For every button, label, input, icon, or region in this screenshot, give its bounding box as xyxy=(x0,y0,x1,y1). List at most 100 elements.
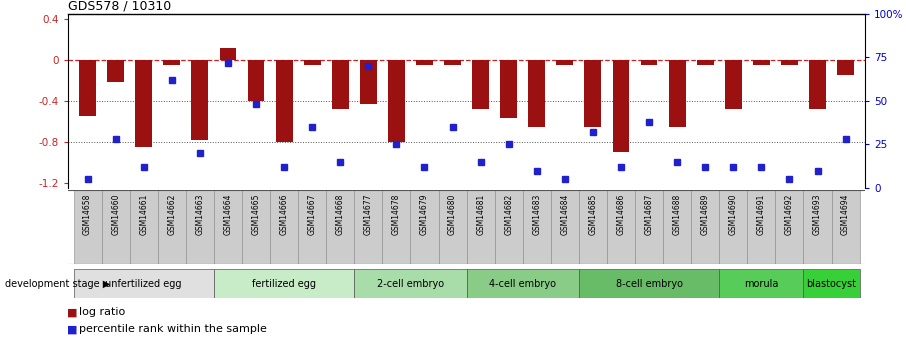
Bar xyxy=(719,190,747,264)
Bar xyxy=(781,60,798,65)
Text: GSM14683: GSM14683 xyxy=(532,194,541,235)
Bar xyxy=(444,60,461,65)
Text: ■: ■ xyxy=(67,325,78,334)
Bar xyxy=(467,190,495,264)
Text: GSM14665: GSM14665 xyxy=(252,194,261,235)
Text: 4-cell embryo: 4-cell embryo xyxy=(489,279,556,289)
Text: GSM14686: GSM14686 xyxy=(616,194,625,235)
Bar xyxy=(500,60,517,118)
Bar xyxy=(298,190,326,264)
Bar xyxy=(697,60,714,65)
Bar xyxy=(332,60,349,109)
Bar xyxy=(669,60,686,127)
Bar xyxy=(214,269,354,298)
Bar xyxy=(725,60,742,109)
Bar xyxy=(186,190,214,264)
Bar xyxy=(304,60,321,65)
Text: GSM14678: GSM14678 xyxy=(392,194,401,235)
Bar xyxy=(130,190,158,264)
Bar xyxy=(73,190,101,264)
Bar xyxy=(354,190,382,264)
Bar xyxy=(382,190,410,264)
Text: GSM14682: GSM14682 xyxy=(505,194,513,235)
Text: GSM14667: GSM14667 xyxy=(308,194,317,235)
Bar xyxy=(191,60,208,140)
Text: GSM14660: GSM14660 xyxy=(111,194,120,235)
Bar xyxy=(804,190,832,264)
Bar xyxy=(410,190,439,264)
Bar xyxy=(242,190,270,264)
Text: GDS578 / 10310: GDS578 / 10310 xyxy=(68,0,171,13)
Text: GSM14688: GSM14688 xyxy=(672,194,681,235)
Text: GSM14664: GSM14664 xyxy=(224,194,233,235)
Text: GSM14691: GSM14691 xyxy=(757,194,766,235)
Bar xyxy=(776,190,804,264)
Text: GSM14692: GSM14692 xyxy=(785,194,794,235)
Text: GSM14694: GSM14694 xyxy=(841,194,850,235)
Bar xyxy=(360,60,377,104)
Text: GSM14668: GSM14668 xyxy=(336,194,345,235)
Bar xyxy=(747,190,776,264)
Bar xyxy=(607,190,635,264)
Text: GSM14661: GSM14661 xyxy=(140,194,149,235)
Bar xyxy=(79,60,96,116)
Bar xyxy=(467,269,579,298)
Text: percentile rank within the sample: percentile rank within the sample xyxy=(79,325,267,334)
Text: GSM14680: GSM14680 xyxy=(448,194,457,235)
Bar xyxy=(275,60,293,142)
Bar xyxy=(584,60,602,127)
Bar xyxy=(753,60,770,65)
Bar xyxy=(635,190,663,264)
Text: GSM14689: GSM14689 xyxy=(700,194,709,235)
Bar xyxy=(719,269,804,298)
Bar xyxy=(270,190,298,264)
Bar xyxy=(579,190,607,264)
Text: GSM14658: GSM14658 xyxy=(83,194,92,235)
Bar xyxy=(612,60,630,152)
Text: GSM14685: GSM14685 xyxy=(588,194,597,235)
Bar xyxy=(388,60,405,142)
Bar xyxy=(354,269,467,298)
Bar xyxy=(663,190,691,264)
Text: GSM14693: GSM14693 xyxy=(813,194,822,235)
Bar xyxy=(472,60,489,109)
Bar xyxy=(579,269,719,298)
Text: GSM14662: GSM14662 xyxy=(168,194,177,235)
Text: development stage ▶: development stage ▶ xyxy=(5,279,110,289)
Bar xyxy=(247,60,265,101)
Bar xyxy=(326,190,354,264)
Text: GSM14679: GSM14679 xyxy=(420,194,429,235)
Bar xyxy=(219,48,236,60)
Text: log ratio: log ratio xyxy=(79,307,125,317)
Bar xyxy=(101,190,130,264)
Bar xyxy=(832,190,860,264)
Bar xyxy=(551,190,579,264)
Text: unfertilized egg: unfertilized egg xyxy=(105,279,182,289)
Text: GSM14684: GSM14684 xyxy=(560,194,569,235)
Bar xyxy=(837,60,854,75)
Bar xyxy=(804,269,860,298)
Bar xyxy=(809,60,826,109)
Bar xyxy=(495,190,523,264)
Text: 8-cell embryo: 8-cell embryo xyxy=(615,279,682,289)
Bar xyxy=(416,60,433,65)
Text: morula: morula xyxy=(744,279,778,289)
Text: GSM14687: GSM14687 xyxy=(644,194,653,235)
Text: 2-cell embryo: 2-cell embryo xyxy=(377,279,444,289)
Bar xyxy=(135,60,152,147)
Text: GSM14677: GSM14677 xyxy=(364,194,373,235)
Bar xyxy=(107,60,124,82)
Text: fertilized egg: fertilized egg xyxy=(252,279,316,289)
Text: GSM14690: GSM14690 xyxy=(728,194,737,235)
Bar xyxy=(523,190,551,264)
Bar xyxy=(158,190,186,264)
Bar xyxy=(528,60,545,127)
Text: ■: ■ xyxy=(67,307,78,317)
Bar xyxy=(214,190,242,264)
Text: GSM14681: GSM14681 xyxy=(477,194,485,235)
Bar xyxy=(556,60,573,65)
Text: blastocyst: blastocyst xyxy=(806,279,856,289)
Bar xyxy=(691,190,719,264)
Bar xyxy=(73,269,214,298)
Bar xyxy=(641,60,658,65)
